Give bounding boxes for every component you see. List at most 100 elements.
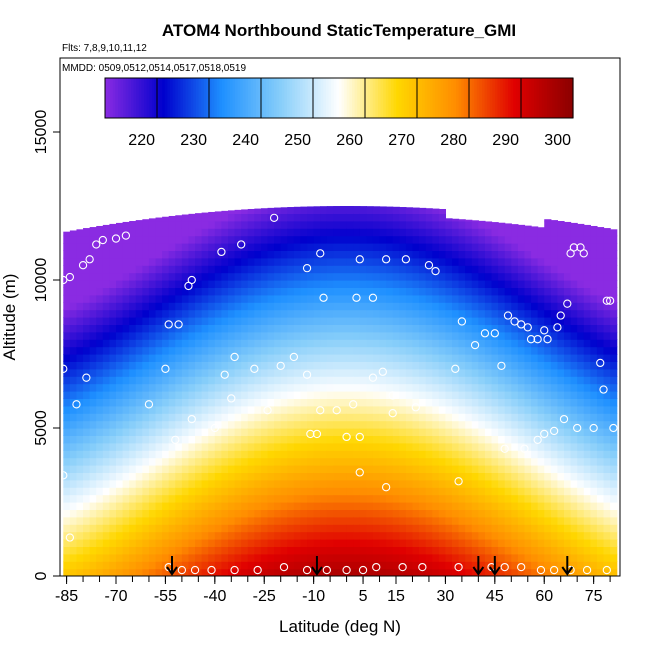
colorbar-swatch xyxy=(508,78,512,118)
heatmap-cell xyxy=(260,265,269,274)
heatmap-cell xyxy=(208,339,216,348)
heatmap-cell xyxy=(109,331,117,340)
heatmap-cell xyxy=(465,487,473,496)
heatmap-cell xyxy=(471,450,479,459)
heatmap-cell xyxy=(392,435,400,444)
heatmap-cell xyxy=(333,450,341,459)
heatmap-cell xyxy=(333,413,341,422)
heatmap-cell xyxy=(399,339,407,348)
heatmap-cell xyxy=(221,568,229,576)
heatmap-cell xyxy=(241,502,249,510)
observation-point xyxy=(302,565,312,575)
heatmap-cell xyxy=(142,546,150,555)
heatmap-cell xyxy=(412,309,420,318)
heatmap-cell xyxy=(596,442,605,451)
heatmap-cell xyxy=(353,465,361,473)
heatmap-cell xyxy=(353,509,361,518)
heatmap-cell xyxy=(221,405,229,414)
heatmap-cell xyxy=(484,324,493,333)
heatmap-cell xyxy=(69,465,78,473)
heatmap-cell xyxy=(458,435,466,444)
heatmap-cell xyxy=(432,331,440,340)
heatmap-cell xyxy=(570,354,578,362)
heatmap-cell xyxy=(537,309,545,318)
observation-point xyxy=(368,293,378,302)
heatmap-cell xyxy=(135,383,143,392)
heatmap-cell xyxy=(425,450,433,459)
heatmap-cell xyxy=(366,472,374,481)
heatmap-cell xyxy=(96,294,104,303)
heatmap-cell xyxy=(307,553,315,562)
heatmap-cell xyxy=(445,479,453,488)
heatmap-cell xyxy=(116,222,124,229)
colorbar-swatch xyxy=(419,78,423,118)
heatmap-cell xyxy=(550,346,559,355)
heatmap-cell xyxy=(419,531,427,540)
heatmap-cell xyxy=(307,361,315,370)
heatmap-cell xyxy=(511,553,519,562)
heatmap-cell xyxy=(234,346,242,355)
heatmap-cell xyxy=(610,317,618,325)
heatmap-cell xyxy=(372,502,381,510)
heatmap-cell xyxy=(458,516,466,525)
heatmap-cell xyxy=(524,428,532,436)
heatmap-cell xyxy=(557,553,565,562)
heatmap-cell xyxy=(511,346,519,355)
heatmap-cell xyxy=(570,502,578,510)
heatmap-cell xyxy=(63,465,71,473)
heatmap-cell xyxy=(610,509,618,518)
heatmap-cell xyxy=(524,435,532,444)
heatmap-cell xyxy=(372,287,381,296)
heatmap-cell xyxy=(307,509,315,518)
heatmap-cell xyxy=(583,368,591,377)
heatmap-cell xyxy=(188,561,196,570)
heatmap-cell xyxy=(557,287,565,296)
heatmap-cell xyxy=(195,546,203,555)
heatmap-cell xyxy=(405,435,414,444)
heatmap-cell xyxy=(89,465,97,473)
heatmap-cell xyxy=(498,287,506,296)
heatmap-cell xyxy=(254,457,262,466)
heatmap-cell xyxy=(392,206,400,214)
heatmap-cell xyxy=(478,228,486,237)
heatmap-cell xyxy=(445,405,453,414)
heatmap-cell xyxy=(320,383,328,392)
heatmap-cell xyxy=(122,428,130,436)
heatmap-cell xyxy=(135,339,143,348)
colorbar xyxy=(104,77,574,119)
heatmap-cell xyxy=(590,405,598,414)
heatmap-cell xyxy=(504,494,512,503)
heatmap-cell xyxy=(596,361,605,370)
heatmap-cell xyxy=(583,561,591,570)
heatmap-cell xyxy=(293,539,302,547)
heatmap-cell xyxy=(168,302,176,311)
heatmap-cell xyxy=(386,502,394,510)
heatmap-cell xyxy=(116,487,124,496)
heatmap-cell xyxy=(590,265,598,274)
observation-point xyxy=(82,373,91,382)
heatmap-cell xyxy=(419,324,427,333)
heatmap-cell xyxy=(577,354,585,362)
heatmap-cell xyxy=(69,553,78,562)
heatmap-cell xyxy=(504,317,512,325)
heatmap-cell xyxy=(135,257,143,266)
heatmap-cell xyxy=(445,324,453,333)
heatmap-cell xyxy=(491,442,499,451)
heatmap-cell xyxy=(603,331,611,340)
heatmap-cell xyxy=(287,376,295,385)
heatmap-cell xyxy=(359,413,367,422)
heatmap-cell xyxy=(544,250,552,259)
heatmap-cell xyxy=(168,354,176,362)
heatmap-cell xyxy=(419,442,427,451)
heatmap-cell xyxy=(260,420,269,429)
heatmap-cell xyxy=(102,561,111,570)
heatmap-cell xyxy=(208,368,216,377)
heatmap-cell xyxy=(478,405,486,414)
heatmap-cell xyxy=(63,391,71,399)
heatmap-cell xyxy=(537,243,545,251)
heatmap-cell xyxy=(557,428,565,436)
heatmap-cell xyxy=(102,465,111,473)
heatmap-cell xyxy=(386,450,394,459)
heatmap-cell xyxy=(517,457,526,466)
heatmap-cell xyxy=(596,354,605,362)
